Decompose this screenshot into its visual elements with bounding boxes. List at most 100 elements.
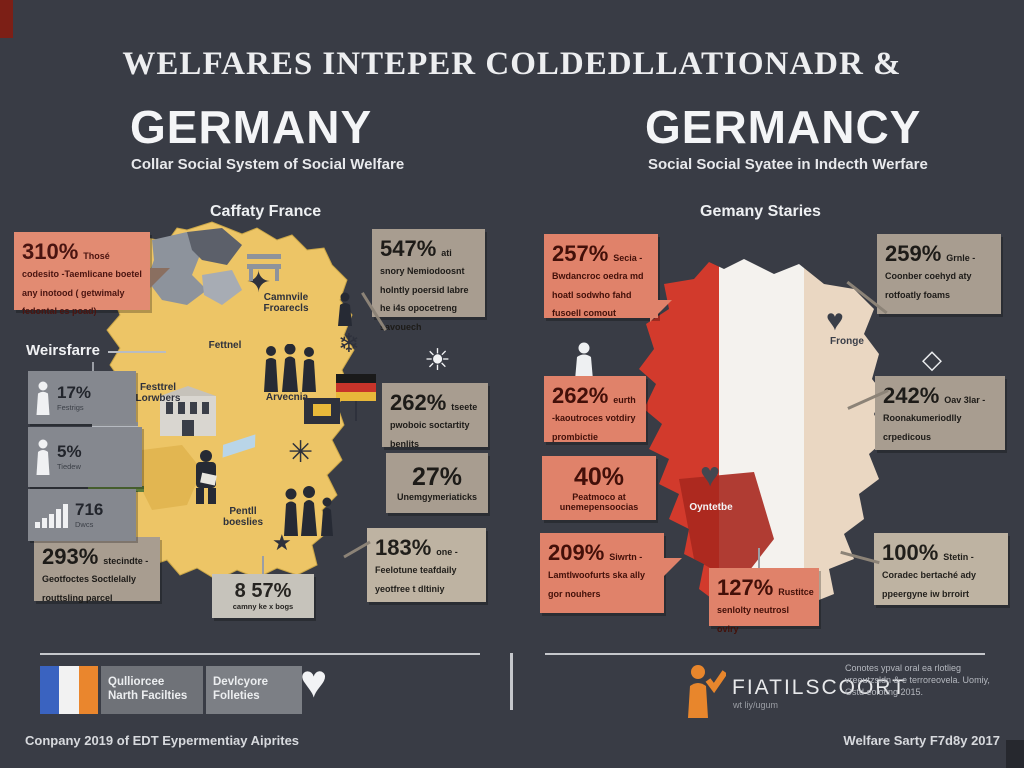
map-label: Fronge xyxy=(830,336,864,347)
bar-chart-icon xyxy=(35,504,68,528)
stat-value: 40% xyxy=(573,463,625,492)
map-label: Arvecnia xyxy=(265,392,309,403)
right-map-title: Gemany Staries xyxy=(700,203,821,220)
stat-box-857: 8 57% camny ke x bogs xyxy=(212,574,314,618)
family-group-icon xyxy=(284,486,333,536)
french-flag-icon xyxy=(40,666,98,714)
stat-value: 716 xyxy=(75,500,104,519)
connector-line xyxy=(108,351,166,353)
stat-desc: Unemgymeriaticks xyxy=(396,492,478,503)
stat-box-547: 547% ati snory Nemiodoosnt holntly poersi… xyxy=(372,229,485,332)
footer-right: Welfare Sarty F7d8y 2017 xyxy=(843,733,1000,748)
stat-value: 242% xyxy=(883,383,940,408)
flag-pole xyxy=(355,401,357,421)
bench-icon xyxy=(247,254,281,281)
german-flag-icon xyxy=(336,374,376,401)
callout-tail xyxy=(150,268,170,288)
left-subtitle: Collar Social System of Social Welfare xyxy=(131,156,405,173)
stat-desc: one -Feelotune teafdaily yeotfree t dlti… xyxy=(375,547,458,594)
page-title: WELFARES INTEPER COLDEDLLATIONADR & xyxy=(122,46,902,82)
stat-value: 293% xyxy=(42,544,99,569)
footer-left: Conpany 2019 of EDT Eypermentiay Aiprite… xyxy=(25,733,300,748)
stat-value: 209% xyxy=(548,540,605,565)
left-side-label: Weirsfarre xyxy=(26,342,100,359)
stat-value: 8 57% xyxy=(234,580,292,603)
person-icon xyxy=(36,439,50,475)
france-map xyxy=(639,259,886,606)
map-label: Camnvile Froarecls xyxy=(263,292,309,314)
person-check-icon xyxy=(688,665,726,718)
stat-value: 310% xyxy=(22,239,79,264)
connector-line xyxy=(262,556,264,574)
heart-icon: ♥ xyxy=(300,655,328,707)
left-map-title: Caffaty France xyxy=(210,203,322,220)
legend-label: Qulliorcee Narth Facilties xyxy=(108,676,188,702)
stat-value: 5% xyxy=(57,442,82,461)
legend-item: Qulliorcee Narth Facilties xyxy=(101,666,203,714)
diamond-icon: ◇ xyxy=(922,344,942,374)
heart-icon: ♥ xyxy=(826,304,844,337)
stat-desc: camny ke x bogs xyxy=(232,602,294,612)
connector-line xyxy=(92,362,94,375)
stat-value: 262% xyxy=(390,390,447,415)
brand-name: FIATILSCOORT xyxy=(732,676,907,699)
stat-label: Festrigs xyxy=(57,402,84,412)
callout-tail xyxy=(650,300,672,322)
stat-desc: Peatmoco at unemepensoocias xyxy=(559,492,639,513)
stat-desc: stecindte -Geotfoctes Soctlelally routts… xyxy=(42,556,149,603)
divider-left xyxy=(40,653,480,655)
people-group-icon xyxy=(264,344,316,392)
stat-box-27: 27% Unemgymeriaticks xyxy=(386,453,488,513)
person-icon xyxy=(36,381,50,415)
cart-icon xyxy=(304,398,340,424)
stat-value: 547% xyxy=(380,236,437,261)
right-subtitle: Social Social Syatee in Indecth Werfare xyxy=(648,156,928,173)
brand-subtitle: wt liy/ugum xyxy=(733,700,779,710)
map-label: Fettnel xyxy=(208,340,242,351)
divider-vertical xyxy=(510,653,513,710)
stat-desc: ati snory Nemiodoosnt holntly poersid la… xyxy=(380,248,469,332)
stat-desc: Oav 3lar -Roonakumeriodlly crpedicous xyxy=(883,395,986,442)
stat-box-262-left: 262% tseete pwoboic soctartity benlits xyxy=(382,383,488,449)
stat-box-183: 183% one -Feelotune teafdaily yeotfree t … xyxy=(367,528,486,602)
stat-desc: eurth -kaoutroces votdiry prombictie xyxy=(552,395,636,442)
stat-box-259: 259% Grnle -Coonber coehyd aty rotfoatly … xyxy=(877,234,1001,314)
stat-desc: Stetin -Coradec bertaché ady ppeergyne i… xyxy=(882,552,977,599)
stat-box-257: 257% Secia -Bwdancroc oedra md hoatl sodw… xyxy=(544,234,658,318)
stat-box-262-right: 262% eurth -kaoutroces votdiry prombictie xyxy=(544,376,646,442)
legend-label: Devlcyore Folleties xyxy=(213,676,268,702)
stat-value: 262% xyxy=(552,383,609,408)
wheel-icon: ✳ xyxy=(288,436,314,469)
stat-desc: Thosé codesito -Taemlicane boetel any in… xyxy=(22,251,142,317)
divider-right xyxy=(545,653,985,655)
stat-value: 127% xyxy=(717,575,774,600)
stat-label: Tiedew xyxy=(57,462,81,471)
stat-desc: Grnle -Coonber coehyd aty rotfoatly foam… xyxy=(885,253,976,300)
stat-desc: Rustitce senlolty neutrosl ovlry xyxy=(717,587,814,634)
stat-value: 259% xyxy=(885,241,942,266)
stat-label: Dwcs xyxy=(75,520,94,529)
star-icon: ★ xyxy=(272,530,292,555)
map-label: Festtrel Lorwbers xyxy=(135,382,181,404)
stat-box-310: 310% Thosé codesito -Taemlicane boetel an… xyxy=(14,232,150,316)
callout-tail xyxy=(662,558,682,578)
person-icon xyxy=(338,292,352,326)
stat-desc: Siwrtn -Lamtlwoofurts ska ally gor nouhe… xyxy=(548,552,646,599)
stat-value: 183% xyxy=(375,535,432,560)
stat-box-127: 127% Rustitce senlolty neutrosl ovlry xyxy=(709,568,819,634)
sun-icon: ☀ xyxy=(424,344,451,377)
stat-value: 17% xyxy=(57,382,92,402)
brand-description: Conotes ypval oral ea rlotlieg vreeutzsl… xyxy=(845,663,990,698)
connector-line xyxy=(758,548,760,568)
stat-box-209: 209% Siwrtn -Lamtlwoofurts ska ally gor n… xyxy=(540,533,664,613)
stat-box-17: 17% Festrigs xyxy=(28,371,136,424)
stat-box-5: 5% Tiedew xyxy=(28,427,142,487)
person-icon xyxy=(575,342,593,380)
map-label: Pentll boeslies xyxy=(222,506,264,528)
stat-value: 100% xyxy=(882,540,939,565)
right-heading: GERMANCY xyxy=(645,101,922,153)
map-label: Oyntetbe xyxy=(689,502,733,513)
reading-person-icon xyxy=(196,450,217,504)
heart-icon: ♥ xyxy=(700,456,721,494)
stat-desc: Secia -Bwdancroc oedra md hoatl sodwho f… xyxy=(552,253,644,319)
